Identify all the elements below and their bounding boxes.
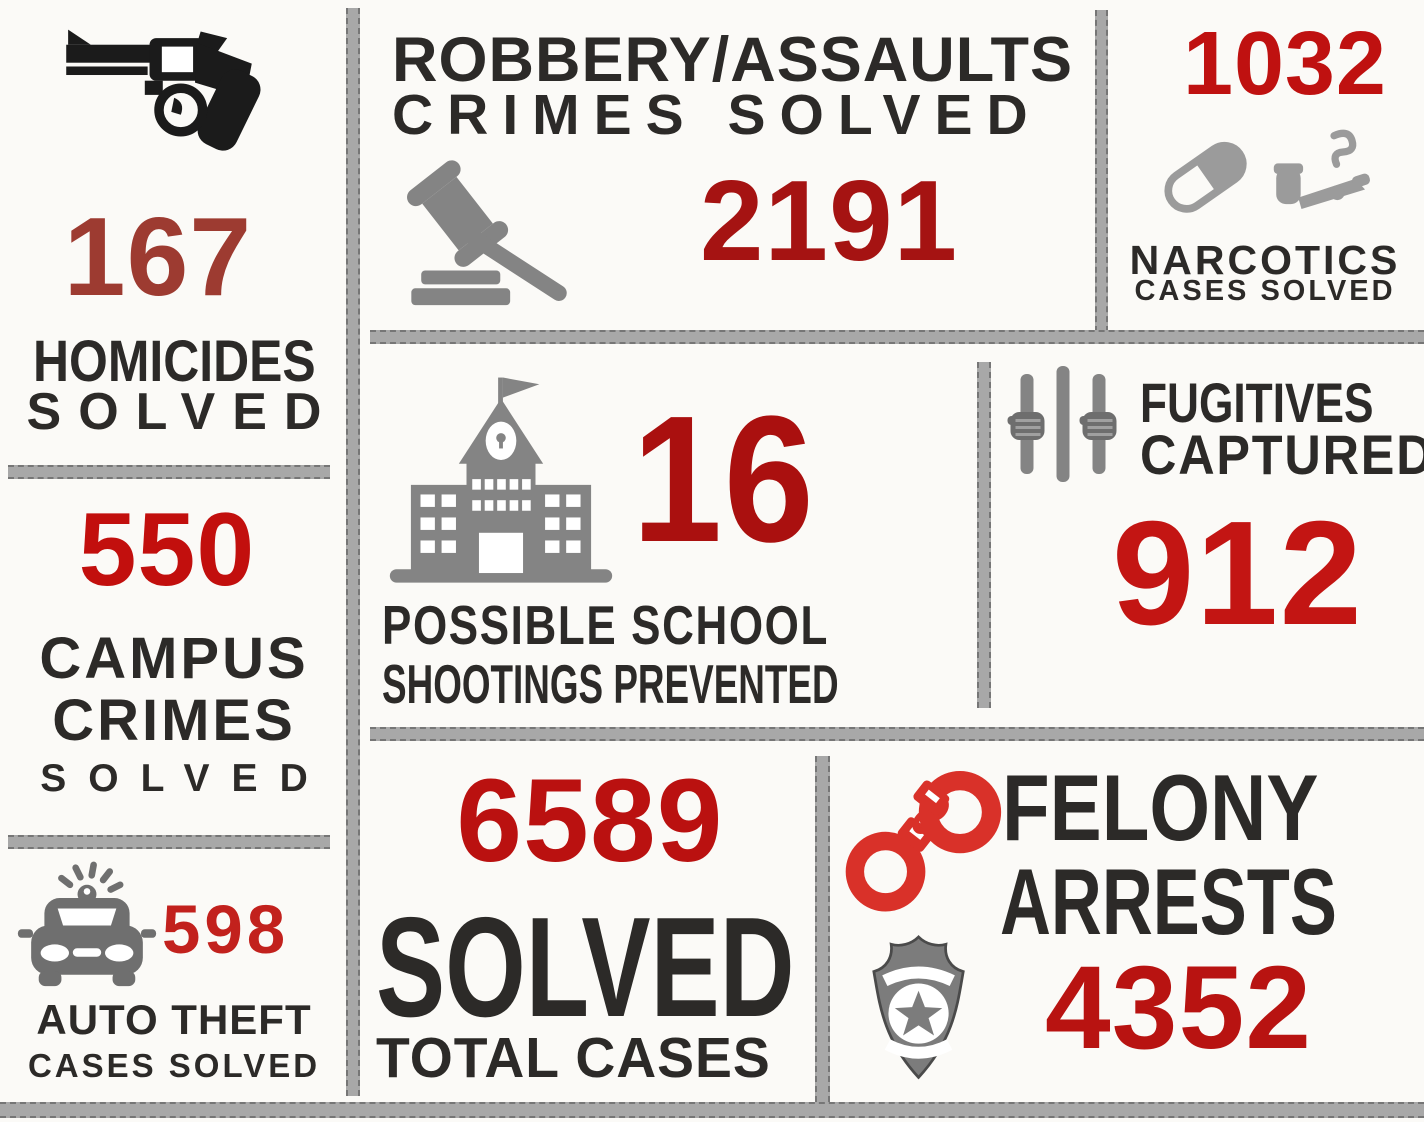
fugitives-value: 912 <box>1112 491 1364 656</box>
fugitives-label-line2: CAPTURED <box>1140 423 1424 486</box>
gavel-icon <box>398 146 648 314</box>
campus-value: 550 <box>78 492 256 608</box>
school-label-line2: SHOOTINGS PREVENTED <box>382 653 839 715</box>
homicides-label-line1: HOMICIDES <box>32 329 316 394</box>
campus-label-line1: CAMPUS <box>39 626 309 691</box>
smoking-pipe-icon <box>1264 120 1374 228</box>
homicides-label-line2: SOLVED <box>26 383 339 441</box>
handcuffs-icon <box>840 762 1002 920</box>
narcotics-label-line1: NARCOTICS <box>1129 237 1401 283</box>
robbery-title-line2: CRIMES SOLVED <box>392 83 1042 147</box>
school-value: 16 <box>632 379 816 580</box>
divider-vertical-mid <box>977 362 991 708</box>
robbery-value: 2191 <box>700 158 959 285</box>
divider-horizontal-2 <box>370 727 1424 741</box>
total-value: 6589 <box>456 755 724 887</box>
campus-label-line3: SOLVED <box>40 757 330 800</box>
jail-bars-icon <box>1006 366 1122 486</box>
narcotics-label-line2: CASES SOLVED <box>1134 275 1396 307</box>
police-car-icon <box>16 858 158 993</box>
fugitives-label-line1: FUGITIVES <box>1140 371 1374 434</box>
pill-icon <box>1152 126 1258 228</box>
auto-theft-label-line1: AUTO THEFT <box>36 996 312 1043</box>
revolver-icon <box>48 22 270 164</box>
divider-left-1 <box>8 465 330 479</box>
felony-value: 4352 <box>1045 942 1313 1074</box>
total-label-line2: TOTAL CASES <box>376 1026 771 1090</box>
school-label-line1: POSSIBLE SCHOOL <box>382 594 829 656</box>
divider-vertical-main <box>346 8 360 1096</box>
divider-vertical-topright <box>1095 10 1108 332</box>
felony-label-line2: ARRESTS <box>1000 849 1337 954</box>
school-icon <box>386 370 616 594</box>
felony-label-line1: FELONY <box>1002 755 1319 860</box>
auto-theft-label-line2: CASES SOLVED <box>27 1047 321 1084</box>
robbery-title-line1: ROBBERY/ASSAULTS <box>392 25 1074 95</box>
divider-left-2 <box>8 835 330 849</box>
divider-horizontal-1 <box>370 330 1424 344</box>
total-label-line1: SOLVED <box>376 888 795 1047</box>
homicides-value: 167 <box>63 195 253 319</box>
narcotics-value: 1032 <box>1183 14 1387 114</box>
divider-horizontal-bottom <box>0 1102 1424 1118</box>
police-badge-icon <box>862 928 976 1090</box>
campus-label-line2: CRIMES <box>52 688 296 753</box>
auto-theft-value: 598 <box>162 891 290 968</box>
divider-vertical-bottom <box>815 756 830 1102</box>
